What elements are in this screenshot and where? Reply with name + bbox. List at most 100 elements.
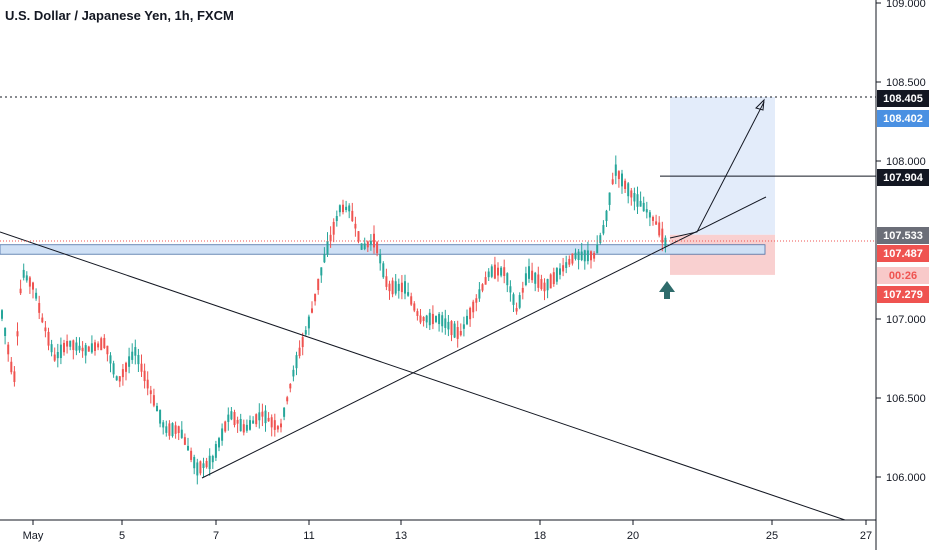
- price-tick-label: 107.000: [886, 314, 926, 326]
- candle: [506, 272, 509, 293]
- candle: [258, 403, 261, 429]
- candle: [196, 458, 199, 485]
- candle: [537, 266, 540, 292]
- candle: [528, 258, 530, 283]
- candle: [103, 334, 106, 350]
- candle: [435, 315, 437, 324]
- candle: [1, 309, 3, 322]
- candle: [47, 327, 50, 351]
- candle: [416, 308, 419, 321]
- candle: [645, 201, 648, 219]
- candle: [267, 412, 270, 422]
- price-tag-label: 00:26: [889, 270, 917, 282]
- candle: [280, 418, 282, 433]
- candle: [227, 407, 230, 431]
- descending-trendline[interactable]: [0, 231, 846, 521]
- candle: [338, 204, 341, 217]
- candle: [326, 232, 329, 257]
- candle: [255, 413, 258, 428]
- candle: [134, 339, 137, 365]
- drawings-layer[interactable]: [0, 96, 876, 521]
- time-axis[interactable]: May 5 7 11 13 18 20 25 27: [23, 520, 873, 542]
- target-zone: [670, 97, 775, 235]
- candle: [487, 268, 490, 282]
- price-axis[interactable]: 109.000 108.500 108.000 107.000 106.500 106.0…: [876, 0, 926, 484]
- candle: [472, 299, 475, 319]
- candle: [642, 196, 645, 212]
- candle: [593, 251, 596, 262]
- candle: [56, 343, 59, 368]
- candle: [543, 278, 546, 301]
- candle: [112, 360, 115, 378]
- candle: [366, 240, 369, 253]
- candle: [137, 348, 140, 373]
- ascending-trendline[interactable]: [201, 196, 767, 479]
- price-tag-label: 108.402: [883, 113, 923, 125]
- candle: [627, 181, 630, 204]
- candle: [165, 420, 168, 437]
- candle: [106, 345, 109, 362]
- candle: [348, 203, 351, 219]
- candle: [307, 314, 310, 336]
- candle: [552, 267, 555, 287]
- candle: [549, 273, 552, 289]
- candle: [568, 255, 571, 268]
- candle: [345, 200, 348, 213]
- candle: [478, 282, 481, 302]
- candle: [221, 423, 224, 446]
- candle: [208, 448, 211, 476]
- candle: [652, 215, 654, 226]
- candle: [450, 320, 453, 342]
- candle: [639, 191, 642, 207]
- candle: [143, 363, 146, 389]
- candle: [177, 425, 180, 441]
- candle: [400, 275, 403, 300]
- candle: [521, 281, 524, 300]
- candle: [524, 266, 527, 287]
- candle: [276, 424, 279, 433]
- projection-path[interactable]: [669, 101, 765, 239]
- candle: [168, 420, 171, 440]
- candle: [202, 457, 205, 478]
- candle: [410, 292, 413, 307]
- candle: [596, 235, 599, 254]
- candle: [379, 249, 382, 271]
- candle: [28, 275, 31, 294]
- time-tick-label: 20: [627, 530, 639, 542]
- candle: [249, 415, 251, 431]
- candle: [233, 409, 236, 428]
- candle: [484, 271, 487, 285]
- price-tag: 00:26: [877, 267, 929, 284]
- candle: [565, 255, 568, 274]
- candle: [84, 342, 87, 364]
- candle: [301, 332, 304, 356]
- price-tag: 107.904: [877, 169, 929, 186]
- candle: [75, 336, 78, 356]
- candle: [10, 357, 13, 375]
- candle: [559, 263, 561, 280]
- price-tag: 108.402: [877, 110, 929, 127]
- candle: [441, 311, 444, 333]
- candle: [118, 375, 121, 388]
- candle: [493, 256, 496, 280]
- candle: [332, 218, 335, 243]
- candle: [475, 294, 478, 312]
- candle: [407, 282, 410, 297]
- candle: [605, 209, 608, 228]
- price-tag: 107.279: [877, 286, 929, 303]
- candle: [351, 202, 354, 222]
- candle: [224, 420, 227, 433]
- candle: [81, 341, 84, 358]
- candle: [546, 278, 549, 299]
- candle: [314, 293, 317, 306]
- candle: [38, 295, 41, 320]
- candle: [633, 187, 636, 211]
- candle: [369, 234, 372, 251]
- candle: [131, 343, 134, 364]
- candle: [509, 280, 512, 302]
- candle: [121, 363, 124, 386]
- candle: [503, 259, 506, 284]
- price-tick-label: 108.000: [886, 156, 926, 168]
- candle: [456, 320, 459, 348]
